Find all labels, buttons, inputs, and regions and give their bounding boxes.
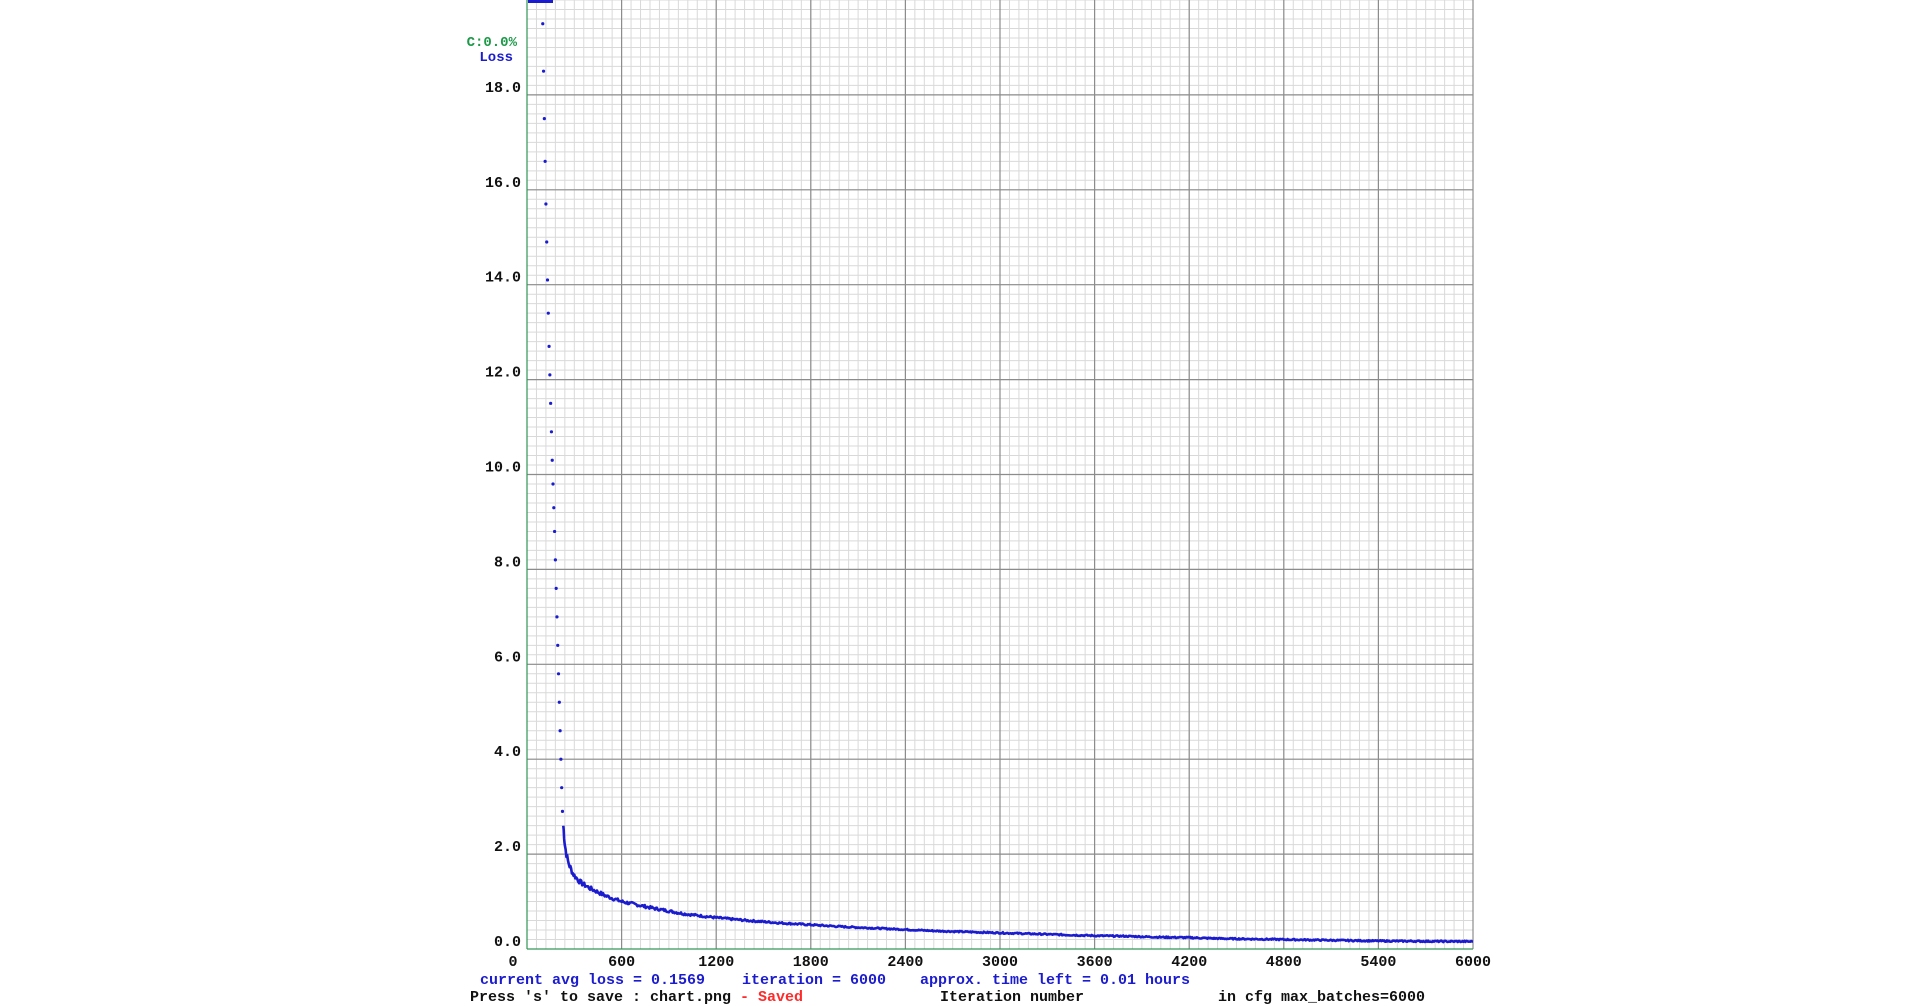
y-tick-label: 2.0 (494, 839, 521, 856)
avg-loss-text: current avg loss = 0.1569 (480, 972, 706, 989)
x-tick-label: 2400 (887, 954, 923, 971)
x-tick-label: 600 (608, 954, 635, 971)
y-tick-label: 0.0 (494, 934, 521, 951)
loss-point (544, 202, 548, 206)
save-hint-text: Press 's' to save : chart.png - Saved (470, 989, 803, 1006)
loss-point (545, 240, 549, 244)
loss-point (558, 729, 562, 733)
loss-point (550, 458, 554, 462)
y-tick-label: 8.0 (494, 554, 521, 571)
x-tick-label: 6000 (1455, 954, 1491, 971)
iteration-text: iteration = 6000 (742, 972, 887, 989)
x-tick-label: 0 (508, 954, 517, 971)
loss-point (554, 586, 558, 590)
y-tick-label: 10.0 (485, 460, 521, 477)
save-hint-label: Press 's' to save : chart.png (470, 989, 732, 1006)
y-tick-label: 4.0 (494, 744, 521, 761)
accuracy-label: C:0.0% (467, 35, 518, 51)
loss-point (560, 809, 565, 813)
loss-point (549, 430, 554, 434)
x-tick-label: 4200 (1171, 954, 1207, 971)
loss-point (556, 672, 561, 676)
y-tick-label: 12.0 (485, 365, 521, 382)
x-tick-label: 3600 (1077, 954, 1113, 971)
loss-point (557, 700, 561, 704)
x-axis-title: Iteration number (940, 989, 1085, 1006)
loss-point (553, 558, 557, 562)
y-tick-label: 16.0 (485, 175, 521, 192)
x-tick-label: 1200 (698, 954, 734, 971)
loss-point (545, 278, 550, 282)
loss-point (549, 401, 553, 405)
loss-point (552, 529, 557, 534)
y-tick-label: 6.0 (494, 649, 521, 666)
loss-point (542, 117, 546, 121)
loss-point (556, 643, 560, 647)
loss-axis-label: Loss (479, 50, 513, 66)
loss-point (547, 344, 551, 348)
x-tick-label: 1800 (793, 954, 829, 971)
y-tick-label: 18.0 (485, 80, 521, 97)
x-tick-label: 3000 (982, 954, 1018, 971)
loss-point (560, 786, 564, 790)
y-tick-label: 14.0 (485, 270, 521, 287)
loss-point (546, 311, 550, 315)
x-tick-label: 4800 (1266, 954, 1302, 971)
time-left-text: approx. time left = 0.01 hours (920, 972, 1191, 989)
loss-point (541, 69, 546, 73)
saved-indicator: - Saved (731, 989, 804, 1006)
max-batches-text: in cfg max_batches=6000 (1218, 989, 1426, 1006)
loss-point (555, 615, 559, 619)
loss-point (548, 373, 552, 377)
legend-marker (528, 0, 553, 3)
x-tick-label: 5400 (1360, 954, 1396, 971)
loss-point (551, 482, 555, 486)
loss-point (541, 22, 545, 26)
loss-point (559, 757, 563, 761)
loss-series-line (562, 825, 1474, 944)
loss-point (543, 159, 547, 163)
loss-point (552, 506, 556, 510)
